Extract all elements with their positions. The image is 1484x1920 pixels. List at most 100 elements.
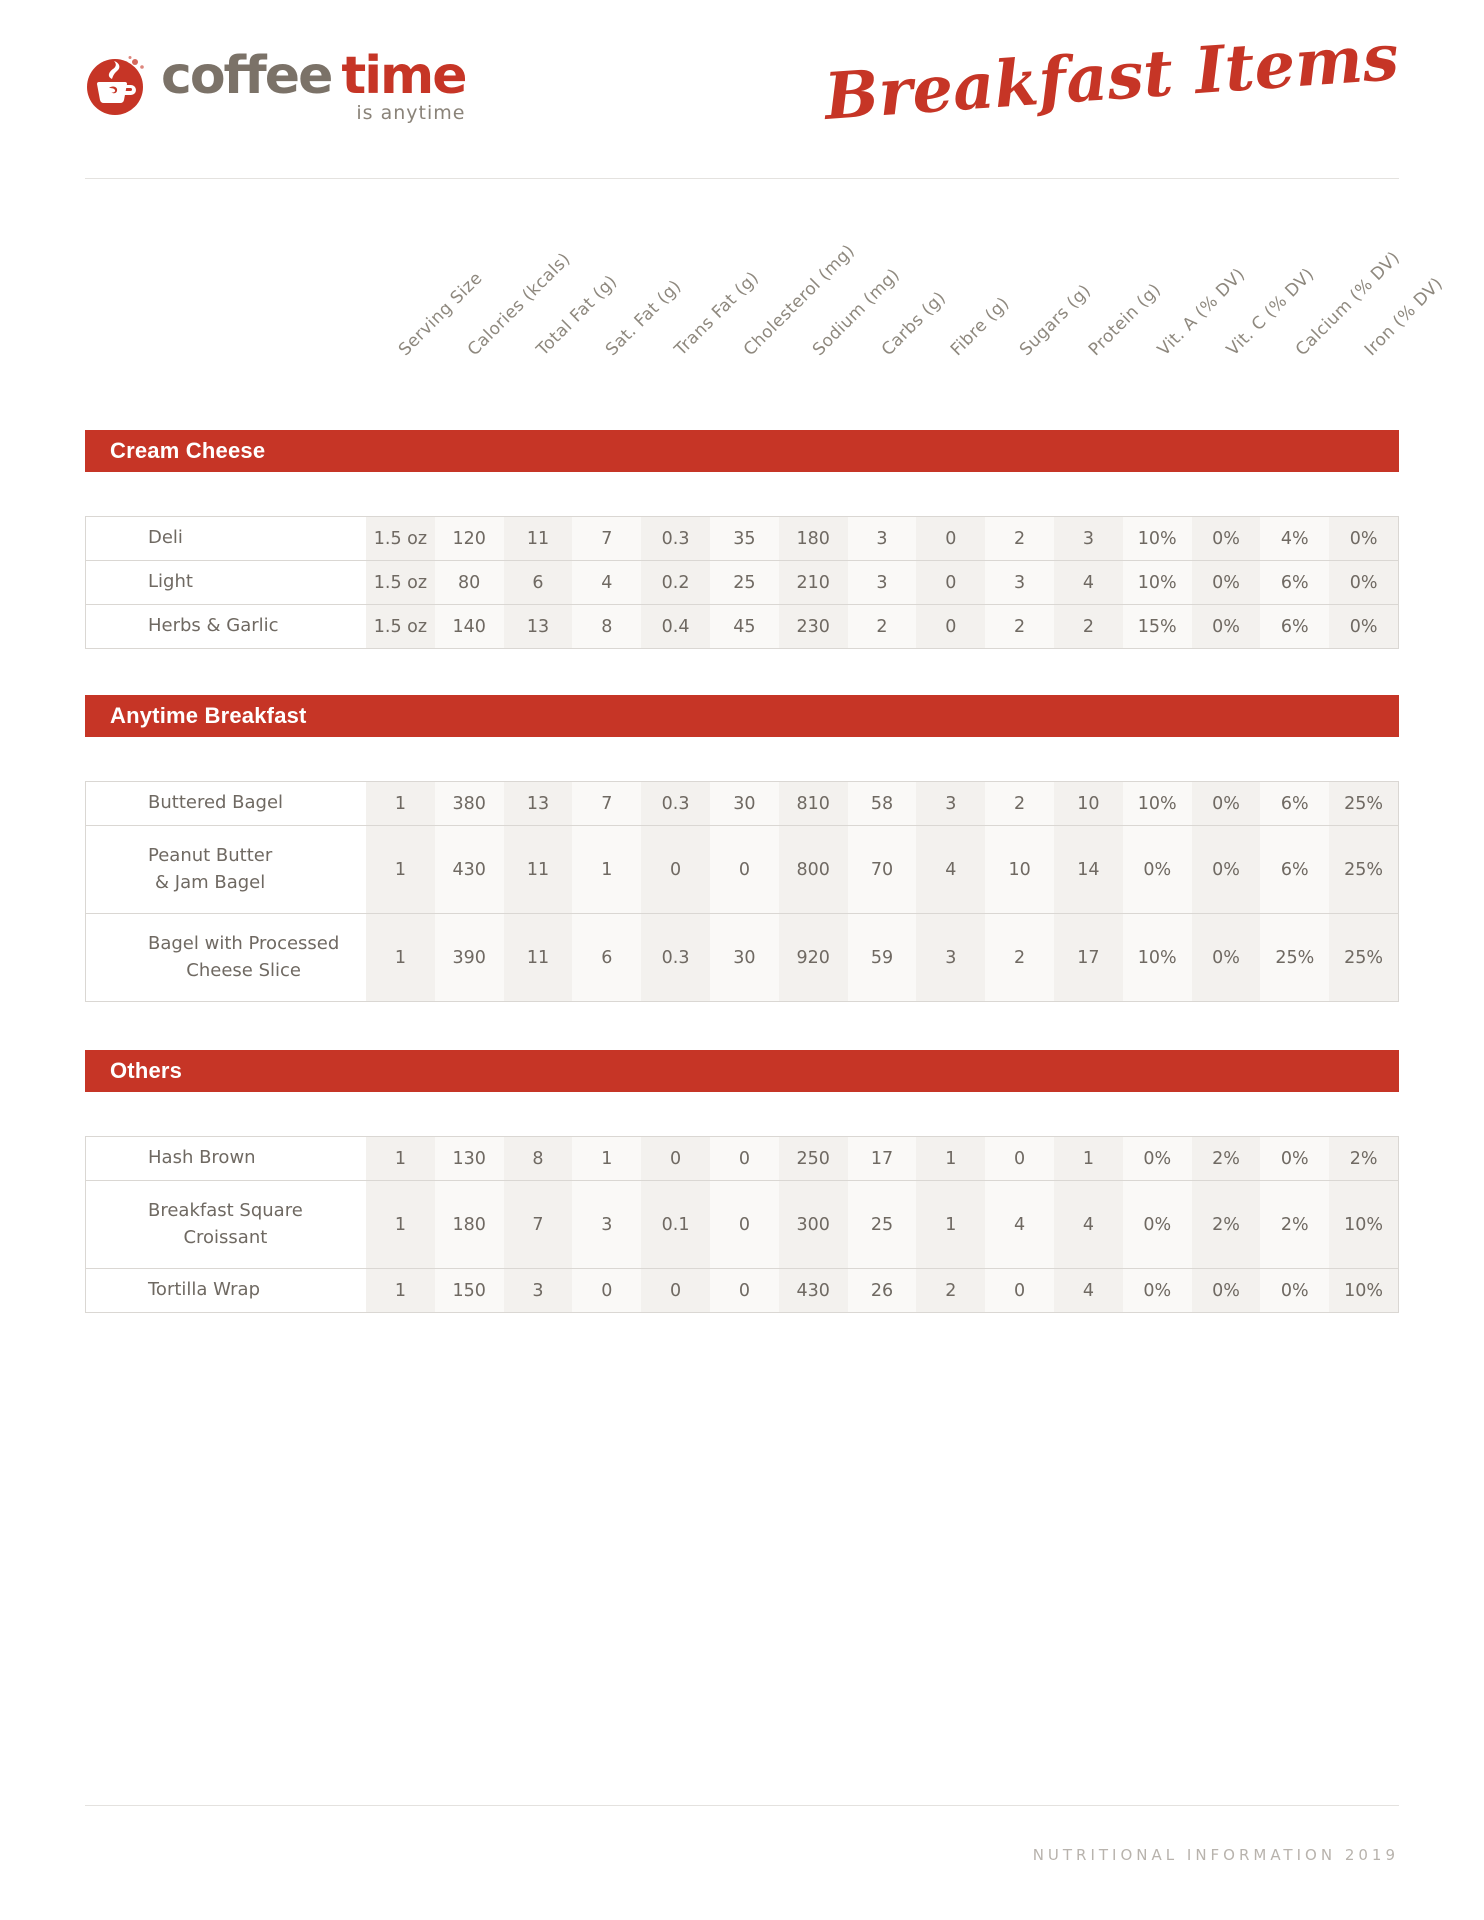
value-cell-calories-kcals: 390 [434,914,504,1001]
value-cell-sat-fat-g: 1 [572,826,642,913]
value-cell-calories-kcals: 380 [434,782,504,825]
section-title: Cream Cheese [110,438,266,463]
value-cell-sugars-g: 10 [985,826,1054,913]
document-header: coffee time is anytime Breakfast Items [85,20,1401,156]
value-cell-trans-fat-g: 0.3 [641,517,710,560]
value-cell-sugars-g: 3 [985,561,1054,604]
value-cell-sugars-g: 0 [985,1137,1054,1180]
value-cell-total-fat-g: 11 [503,826,573,913]
value-cell-total-fat-g: 7 [503,1181,573,1268]
value-cell-sugars-g: 2 [985,605,1054,648]
value-cell-carbs-g: 70 [847,826,917,913]
table-row-deli: Deli 1.5 oz 120 11 7 0.3 35 180 3 0 2 3 10% 0% 4% 0% [86,517,1398,560]
value-cell-total-fat-g: 13 [503,782,573,825]
value-cell-carbs-g: 3 [847,517,917,560]
value-cell-protein-g: 14 [1054,826,1123,913]
section-bar-others: Others [85,1050,1399,1092]
value-cell-carbs-g: 26 [847,1269,917,1312]
value-cell-vit-a-dv: 10% [1122,914,1192,1001]
item-name-cell: Breakfast Square Croissant [86,1181,366,1268]
item-name-line2: & Jam Bagel [155,871,266,893]
value-cell-cholesterol-mg: 0 [710,1137,779,1180]
item-name: Hash Brown [148,1147,256,1169]
item-name-cell: Buttered Bagel [86,782,366,825]
value-cell-carbs-g: 59 [847,914,917,1001]
value-cell-sat-fat-g: 8 [572,605,642,648]
value-cell-protein-g: 17 [1054,914,1123,1001]
value-cell-total-fat-g: 13 [503,605,573,648]
value-cell-cholesterol-mg: 30 [710,782,779,825]
value-cell-iron-dv: 0% [1329,517,1398,560]
section-bar-anytime-breakfast: Anytime Breakfast [85,695,1399,737]
value-cell-sat-fat-g: 6 [572,914,642,1001]
item-name: Deli [148,527,183,549]
column-header-cholesterol-mg: Cholesterol (mg) [739,240,860,360]
value-cell-sodium-mg: 300 [778,1181,848,1268]
value-cell-iron-dv: 25% [1329,826,1398,913]
value-cell-vit-c-dv: 0% [1191,517,1261,560]
value-cell-calcium-dv: 4% [1260,517,1330,560]
value-cell-calories-kcals: 180 [434,1181,504,1268]
header-divider [85,178,1399,179]
logo-word-coffee: coffee [161,46,333,106]
value-cell-protein-g: 4 [1054,1269,1123,1312]
value-cell-serving-size: 1 [366,1269,435,1312]
value-cell-calcium-dv: 6% [1260,605,1330,648]
value-cell-vit-a-dv: 10% [1122,561,1192,604]
value-cell-trans-fat-g: 0.2 [641,561,710,604]
coffeetime-logo: coffee time is anytime [85,50,467,123]
value-cell-calcium-dv: 0% [1260,1269,1330,1312]
value-cell-sugars-g: 2 [985,782,1054,825]
value-cell-protein-g: 10 [1054,782,1123,825]
value-cell-calcium-dv: 25% [1260,914,1330,1001]
table-row-tortilla-wrap: Tortilla Wrap 1 150 3 0 0 0 430 26 2 0 4 0% 0% 0% 10% [86,1268,1398,1312]
value-cell-fibre-g: 1 [916,1137,986,1180]
value-cell-sugars-g: 4 [985,1181,1054,1268]
value-cell-total-fat-g: 6 [503,561,573,604]
value-cell-sodium-mg: 800 [778,826,848,913]
value-cell-cholesterol-mg: 0 [710,826,779,913]
value-cell-iron-dv: 10% [1329,1181,1398,1268]
value-cell-total-fat-g: 8 [503,1137,573,1180]
value-cell-fibre-g: 0 [916,605,986,648]
value-cell-sodium-mg: 180 [778,517,848,560]
value-cell-iron-dv: 2% [1329,1137,1398,1180]
table-row-bagel-with-processed: Bagel with Processed Cheese Slice 1 390 11 6 0… [86,913,1398,1001]
value-cell-cholesterol-mg: 45 [710,605,779,648]
value-cell-fibre-g: 0 [916,517,986,560]
value-cell-sat-fat-g: 7 [572,782,642,825]
column-header-sugars-g: Sugars (g) [1015,280,1095,360]
item-name: Bagel with Processed [148,933,340,955]
value-cell-serving-size: 1.5 oz [366,561,435,604]
page-title: Breakfast Items [821,20,1401,135]
table-row-hash-brown: Hash Brown 1 130 8 1 0 0 250 17 1 0 1 0% 2% 0% 2% [86,1137,1398,1180]
value-cell-serving-size: 1 [366,782,435,825]
value-cell-iron-dv: 0% [1329,605,1398,648]
value-cell-vit-c-dv: 0% [1191,914,1261,1001]
item-name-cell: Peanut Butter & Jam Bagel [86,826,366,913]
table-row-herbs-garlic: Herbs & Garlic 1.5 oz 140 13 8 0.4 45 230 2 0 2 2 15… [86,604,1398,648]
coffee-cup-icon [87,56,144,115]
item-name: Breakfast Square [148,1200,303,1222]
value-cell-iron-dv: 25% [1329,914,1398,1001]
value-cell-vit-a-dv: 10% [1122,517,1192,560]
value-cell-vit-a-dv: 10% [1122,782,1192,825]
value-cell-serving-size: 1 [366,826,435,913]
value-cell-serving-size: 1.5 oz [366,517,435,560]
value-cell-carbs-g: 3 [847,561,917,604]
item-name: Herbs & Garlic [148,615,279,637]
table-row-buttered-bagel: Buttered Bagel 1 380 13 7 0.3 30 810 58 3 2 10 10% 0%… [86,782,1398,825]
value-cell-vit-c-dv: 0% [1191,782,1261,825]
value-cell-vit-c-dv: 0% [1191,1269,1261,1312]
value-cell-fibre-g: 3 [916,914,986,1001]
value-cell-vit-c-dv: 0% [1191,561,1261,604]
value-cell-trans-fat-g: 0.4 [641,605,710,648]
section-bar-cream-cheese: Cream Cheese [85,430,1399,472]
footer-text: NUTRITIONAL INFORMATION 2019 [1032,1846,1399,1864]
item-name-line2: Croissant [183,1226,268,1248]
value-cell-serving-size: 1 [366,914,435,1001]
value-cell-cholesterol-mg: 35 [710,517,779,560]
item-name: Buttered Bagel [148,792,284,814]
item-name-line2: Cheese Slice [186,959,301,981]
section-title: Others [110,1058,183,1083]
